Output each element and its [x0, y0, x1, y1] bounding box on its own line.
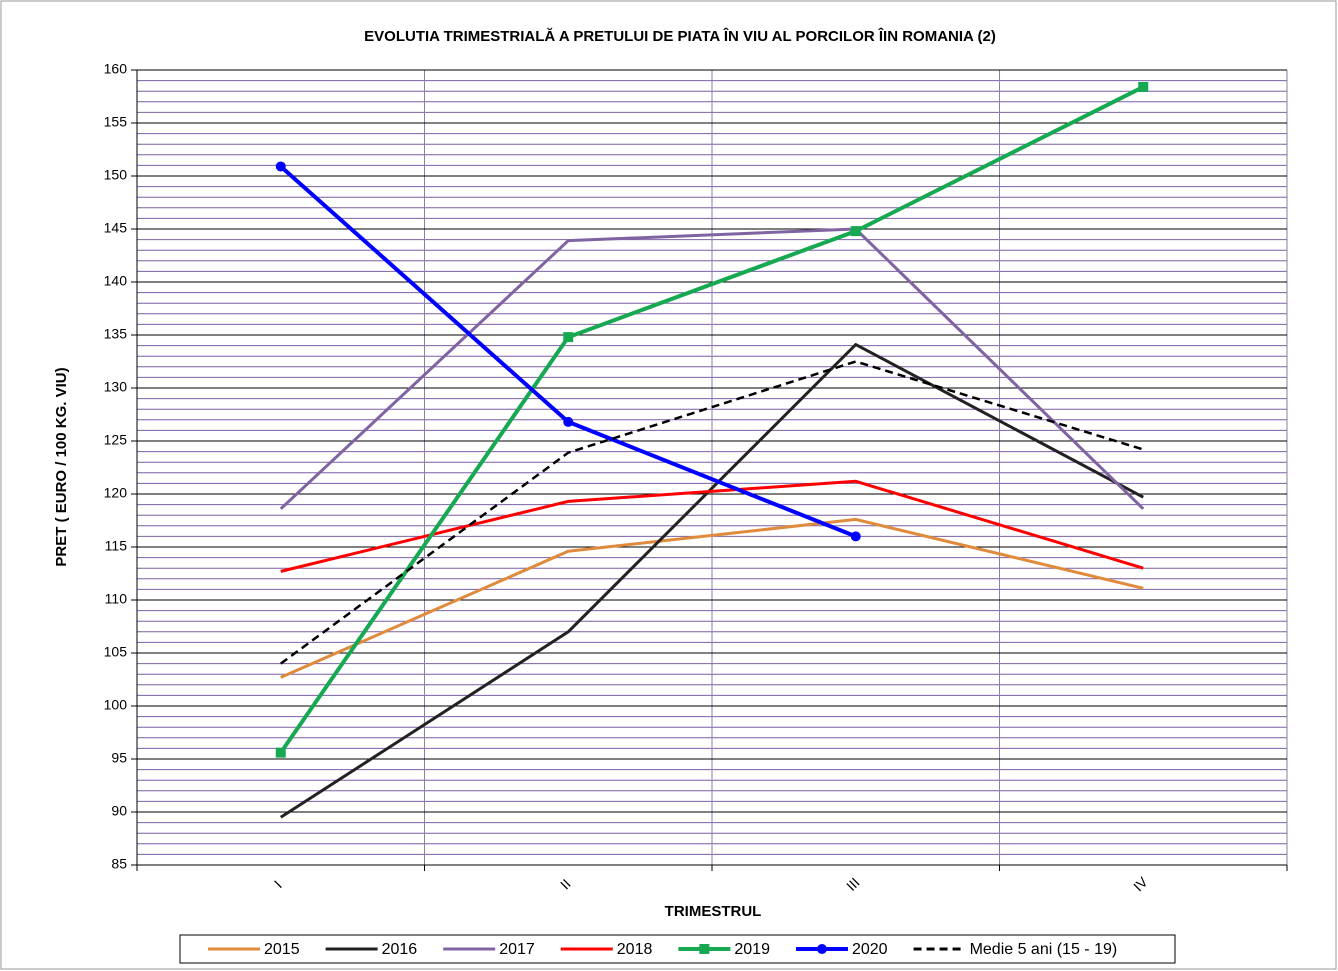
point-marker [699, 944, 710, 954]
y-tick-label: 155 [104, 114, 128, 130]
y-tick-label: 160 [104, 61, 128, 77]
legend-label: 2016 [382, 941, 418, 958]
legend-label: 2018 [617, 941, 653, 958]
y-tick-label: 115 [105, 538, 128, 554]
point-marker [816, 944, 827, 954]
y-tick-label: 135 [104, 326, 128, 342]
point-marker [850, 226, 861, 237]
y-tick-label: 90 [111, 803, 127, 819]
y-tick-label: 110 [105, 591, 128, 607]
point-marker [563, 332, 574, 343]
y-tick-label: 120 [104, 485, 128, 501]
legend-label: Medie 5 ani (15 - 19) [970, 941, 1118, 958]
y-tick-label: 140 [104, 273, 128, 289]
y-tick-label: 95 [111, 750, 127, 766]
point-marker [275, 747, 286, 758]
legend-label: 2017 [499, 941, 535, 958]
legend-label: 2019 [734, 941, 770, 958]
y-tick-label: 130 [104, 379, 128, 395]
y-tick-label: 105 [104, 644, 128, 660]
series-line [279, 342, 1144, 819]
series-line [280, 479, 1144, 573]
y-tick-label: 145 [104, 220, 128, 236]
legend-label: 2015 [264, 941, 300, 958]
y-tick-label: 100 [104, 697, 128, 713]
legend-label: 2020 [852, 941, 888, 958]
x-axis-title: TRIMESTRUL [665, 903, 762, 920]
series-line [279, 227, 1145, 510]
point-marker [275, 161, 286, 172]
series-line [280, 517, 1144, 679]
y-axis-title: PRET ( EURO / 100 KG. VIU) [53, 367, 70, 566]
y-tick-label: 85 [111, 856, 127, 872]
point-marker [563, 416, 574, 427]
y-tick-label: 150 [104, 167, 128, 183]
series-line [280, 360, 1144, 665]
point-marker [1138, 81, 1149, 92]
series-line [279, 85, 1145, 754]
point-marker [850, 531, 861, 542]
y-tick-label: 125 [104, 432, 128, 448]
chart-title: EVOLUTIA TRIMESTRIALĂ A PRETULUI DE PIAT… [364, 27, 996, 45]
